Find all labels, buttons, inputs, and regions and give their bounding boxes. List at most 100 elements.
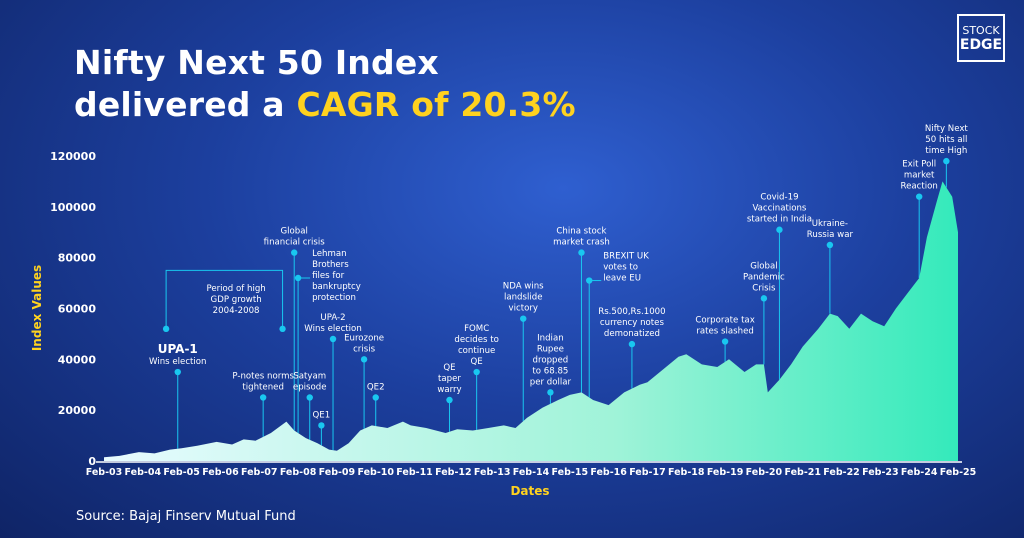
annotation-label: crisis [353,344,376,354]
annotation-label: FOMC [464,324,489,334]
x-tick-label: Feb-11 [396,467,433,478]
area-layer [104,181,958,461]
annotation-dot [329,335,337,343]
x-tick-label: Feb-15 [552,467,589,478]
x-tick-label: Feb-14 [513,467,550,478]
y-tick-label: 80000 [58,252,97,265]
annotation-label: Reaction [901,182,938,192]
annotation-label: Russia war [807,230,854,240]
annotation-label: per dollar [530,377,572,387]
annotation-label: started in India [747,215,812,225]
y-tick-label: 120000 [50,150,96,163]
annotation-label: Exit Poll [902,160,936,170]
y-axis-title: Index Values [30,265,44,351]
x-tick-label: Feb-12 [435,467,472,478]
annotation-dot [446,396,453,404]
logo-line-2: EDGE [959,37,1003,53]
annotation-label: Brothers [312,260,349,270]
annotation-label: Corporate tax [695,316,754,326]
annotation-dot [279,325,286,333]
x-tick-label: Feb-03 [86,467,123,478]
annotation-dot [776,226,783,233]
annotation-dot [306,394,313,401]
x-tick-label: Feb-10 [357,467,394,478]
annotation-label: Wins election [149,357,207,367]
annotation-label: Lehman [312,249,346,259]
growth-period-bracket [165,269,284,329]
annotation-dot [915,193,923,200]
annotation-label: Wins election [304,324,362,334]
annotation-label: rates slashed [696,327,753,337]
y-tick-label: 100000 [50,201,96,214]
annotation-label: dropped [533,355,569,365]
x-tick-label: Feb-06 [202,467,239,478]
annotation-dot [162,325,170,333]
annotation-label: Nifty Next [925,124,969,134]
annotation-label: P-notes norms [232,371,294,381]
annotation-label: GDP growth [211,295,262,305]
x-tick-label: Feb-05 [163,467,200,478]
annotation-label: episode [293,382,327,392]
annotation-dot [174,368,181,376]
x-axis-title: Dates [510,484,549,498]
annotation-label: tightened [242,382,284,392]
annotation-label: victory [509,304,538,314]
annotation-label: Indian [537,333,564,343]
x-tick-label: Feb-20 [746,467,783,478]
x-tick-label: Feb-16 [590,467,627,478]
title-highlight: CAGR of 20.3% [296,85,576,124]
x-tick-label: Feb-08 [280,467,317,478]
annotation-label: market [904,171,935,181]
annotation-dot [943,157,950,165]
annotation-label: QE2 [367,382,385,392]
annotation-label: Period of high [206,284,265,294]
annotation-label: Global [750,261,777,271]
annotation-label: demonatized [604,329,660,339]
annotation-label: Pandemic [743,272,785,282]
annotation-label: Rupee [537,344,564,354]
annotation-dot [259,394,267,401]
annotation-dot [547,389,554,396]
y-tick-label: 20000 [58,404,97,417]
annotation-dot [473,368,480,376]
annotation-label: landslide [504,293,543,303]
chart-title: Nifty Next 50 Index delivered a CAGR of … [74,42,576,126]
annotation-label: Eurozone [344,333,384,343]
annotation-label: Satyam [293,371,326,381]
annotation-label: Rs.500,Rs.1000 [598,307,665,317]
annotation-dot [291,249,298,256]
y-tick-label: 40000 [58,353,97,366]
y-tick-label: 60000 [58,303,97,316]
annotation-label: China stock [556,227,606,237]
annotation-label: Global [280,227,307,237]
x-tick-label: Feb-18 [668,467,705,478]
annotation-label: QE [471,357,483,367]
annotation-dot [520,315,527,322]
annotation-label: time High [925,146,967,156]
annotation-label: BREXIT UK [603,252,649,262]
annotation-label: protection [312,293,356,303]
annotation-label: 2004-2008 [213,306,260,316]
annotation-label: files for [312,271,345,281]
annotation-label: financial crisis [264,238,326,248]
annotation-label: Crisis [752,283,776,293]
annotation-label: Ukraine- [812,219,848,229]
annotation-dot [721,338,729,345]
annotation-label: Covid-19 [760,193,798,203]
y-tick-label: 0 [88,455,96,468]
x-tick-label: Feb-17 [629,467,666,478]
annotation-label: QE1 [313,410,331,420]
x-tick-label: Feb-25 [940,467,977,478]
annotation-label: leave EU [603,274,641,284]
axes-layer: 0 20000 40000 60000 80000 100000 120000 Feb-03 F… [30,150,976,498]
annotation-dot [372,394,379,401]
annotation-label: votes to [603,263,638,273]
x-tick-label: Feb-09 [319,467,356,478]
x-tick-label: Feb-23 [862,467,899,478]
annotation-dot [628,340,636,348]
title-line-2-prefix: delivered a [74,85,297,124]
annotation-dot [826,241,834,249]
x-tick-label: Feb-24 [901,467,938,478]
logo-line-1: STOCK [962,24,1000,37]
